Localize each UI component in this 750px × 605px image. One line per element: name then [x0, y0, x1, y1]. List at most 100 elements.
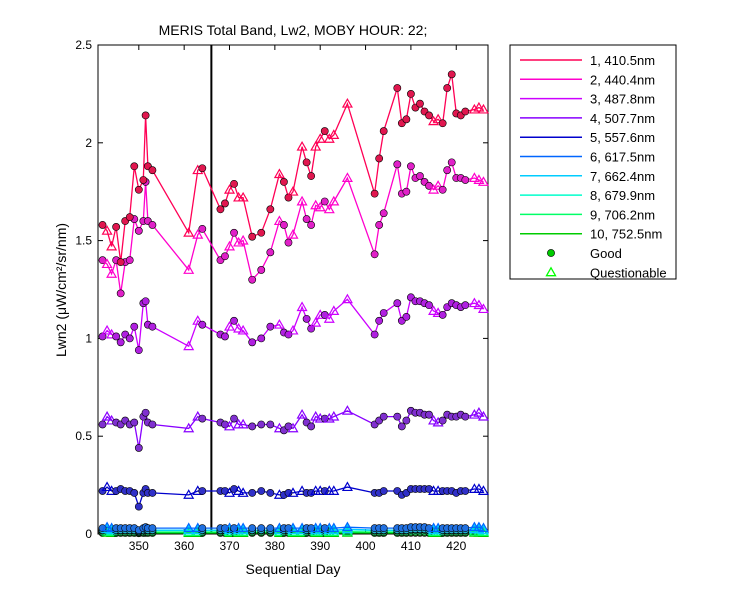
data-point-good: [308, 221, 315, 228]
data-point-good: [380, 413, 387, 420]
data-point-good: [131, 489, 138, 496]
data-point-good: [394, 413, 401, 420]
data-point-good: [380, 210, 387, 217]
data-point-good: [321, 198, 328, 205]
data-point-good: [321, 127, 328, 134]
y-tick-label-0: 0: [85, 527, 92, 541]
y-tick-label-2: 1: [85, 331, 92, 345]
data-point-good: [425, 302, 432, 309]
data-point-good: [221, 253, 228, 260]
data-point-good: [117, 259, 124, 266]
data-point-good: [258, 487, 265, 494]
data-point-good: [267, 421, 274, 428]
data-point-good: [117, 339, 124, 346]
data-point-good: [117, 290, 124, 297]
data-point-good: [462, 413, 469, 420]
data-point-good: [267, 489, 274, 496]
data-point-good: [308, 172, 315, 179]
data-point-good: [376, 155, 383, 162]
data-point-good: [403, 313, 410, 320]
data-point-good: [425, 112, 432, 119]
data-point-good: [221, 200, 228, 207]
x-tick-label-7: 420: [446, 539, 466, 553]
x-tick-label-2: 370: [219, 539, 239, 553]
data-point-good: [199, 321, 206, 328]
data-point-good: [126, 257, 133, 264]
x-tick-label-3: 380: [265, 539, 285, 553]
legend-label-9: 9, 706.2nm: [590, 207, 655, 222]
data-point-good: [249, 525, 256, 532]
data-point-good: [199, 525, 206, 532]
data-point-good: [371, 251, 378, 258]
x-tick-label-5: 400: [356, 539, 376, 553]
data-point-good: [249, 339, 256, 346]
data-point-good: [280, 178, 287, 185]
data-point-good: [199, 225, 206, 232]
data-point-good: [199, 415, 206, 422]
data-point-good: [217, 206, 224, 213]
data-point-good: [394, 161, 401, 168]
legend-label-7: 7, 662.4nm: [590, 169, 655, 184]
chart-title: MERIS Total Band, Lw2, MOBY HOUR: 22;: [159, 22, 428, 38]
data-point-good: [280, 221, 287, 228]
data-point-good: [267, 323, 274, 330]
data-point-good: [142, 298, 149, 305]
data-point-good: [230, 180, 237, 187]
legend-good-marker: [547, 249, 554, 256]
data-point-good: [371, 331, 378, 338]
data-point-good: [462, 108, 469, 115]
data-point-good: [140, 176, 147, 183]
data-point-good: [462, 487, 469, 494]
data-point-good: [113, 333, 120, 340]
data-point-good: [376, 317, 383, 324]
data-point-good: [394, 300, 401, 307]
data-point-good: [99, 421, 106, 428]
data-point-good: [149, 525, 156, 532]
legend-label-5: 5, 557.6nm: [590, 130, 655, 145]
data-point-good: [131, 163, 138, 170]
y-tick-label-1: 0.5: [75, 429, 92, 443]
data-point-good: [258, 525, 265, 532]
x-axis-label: Sequential Day: [246, 561, 341, 577]
data-point-good: [267, 249, 274, 256]
data-point-good: [416, 172, 423, 179]
data-point-good: [149, 323, 156, 330]
data-point-good: [439, 120, 446, 127]
data-point-good: [403, 116, 410, 123]
data-point-good: [267, 206, 274, 213]
data-point-good: [135, 186, 142, 193]
legend-label-3: 3, 487.8nm: [590, 92, 655, 107]
data-point-good: [249, 489, 256, 496]
y-tick-label-3: 1.5: [75, 234, 92, 248]
data-point-good: [448, 159, 455, 166]
data-point-good: [444, 167, 451, 174]
legend-label-4: 4, 507.7nm: [590, 111, 655, 126]
data-point-good: [407, 90, 414, 97]
data-point-good: [199, 487, 206, 494]
data-point-good: [99, 221, 106, 228]
data-point-good: [416, 100, 423, 107]
data-point-good: [398, 423, 405, 430]
legend-label-2: 2, 440.4nm: [590, 72, 655, 87]
data-point-good: [425, 411, 432, 418]
data-point-good: [267, 525, 274, 532]
data-point-good: [303, 315, 310, 322]
data-point-good: [394, 84, 401, 91]
data-point-good: [376, 221, 383, 228]
data-point-good: [131, 323, 138, 330]
data-point-good: [285, 239, 292, 246]
data-point-good: [258, 335, 265, 342]
data-point-good: [126, 214, 133, 221]
data-point-good: [142, 112, 149, 119]
data-point-good: [230, 229, 237, 236]
data-point-good: [380, 487, 387, 494]
data-point-good: [149, 421, 156, 428]
data-point-good: [407, 163, 414, 170]
data-point-good: [149, 167, 156, 174]
data-point-good: [135, 503, 142, 510]
legend-questionable-label: Questionable: [590, 265, 667, 280]
data-point-good: [380, 309, 387, 316]
